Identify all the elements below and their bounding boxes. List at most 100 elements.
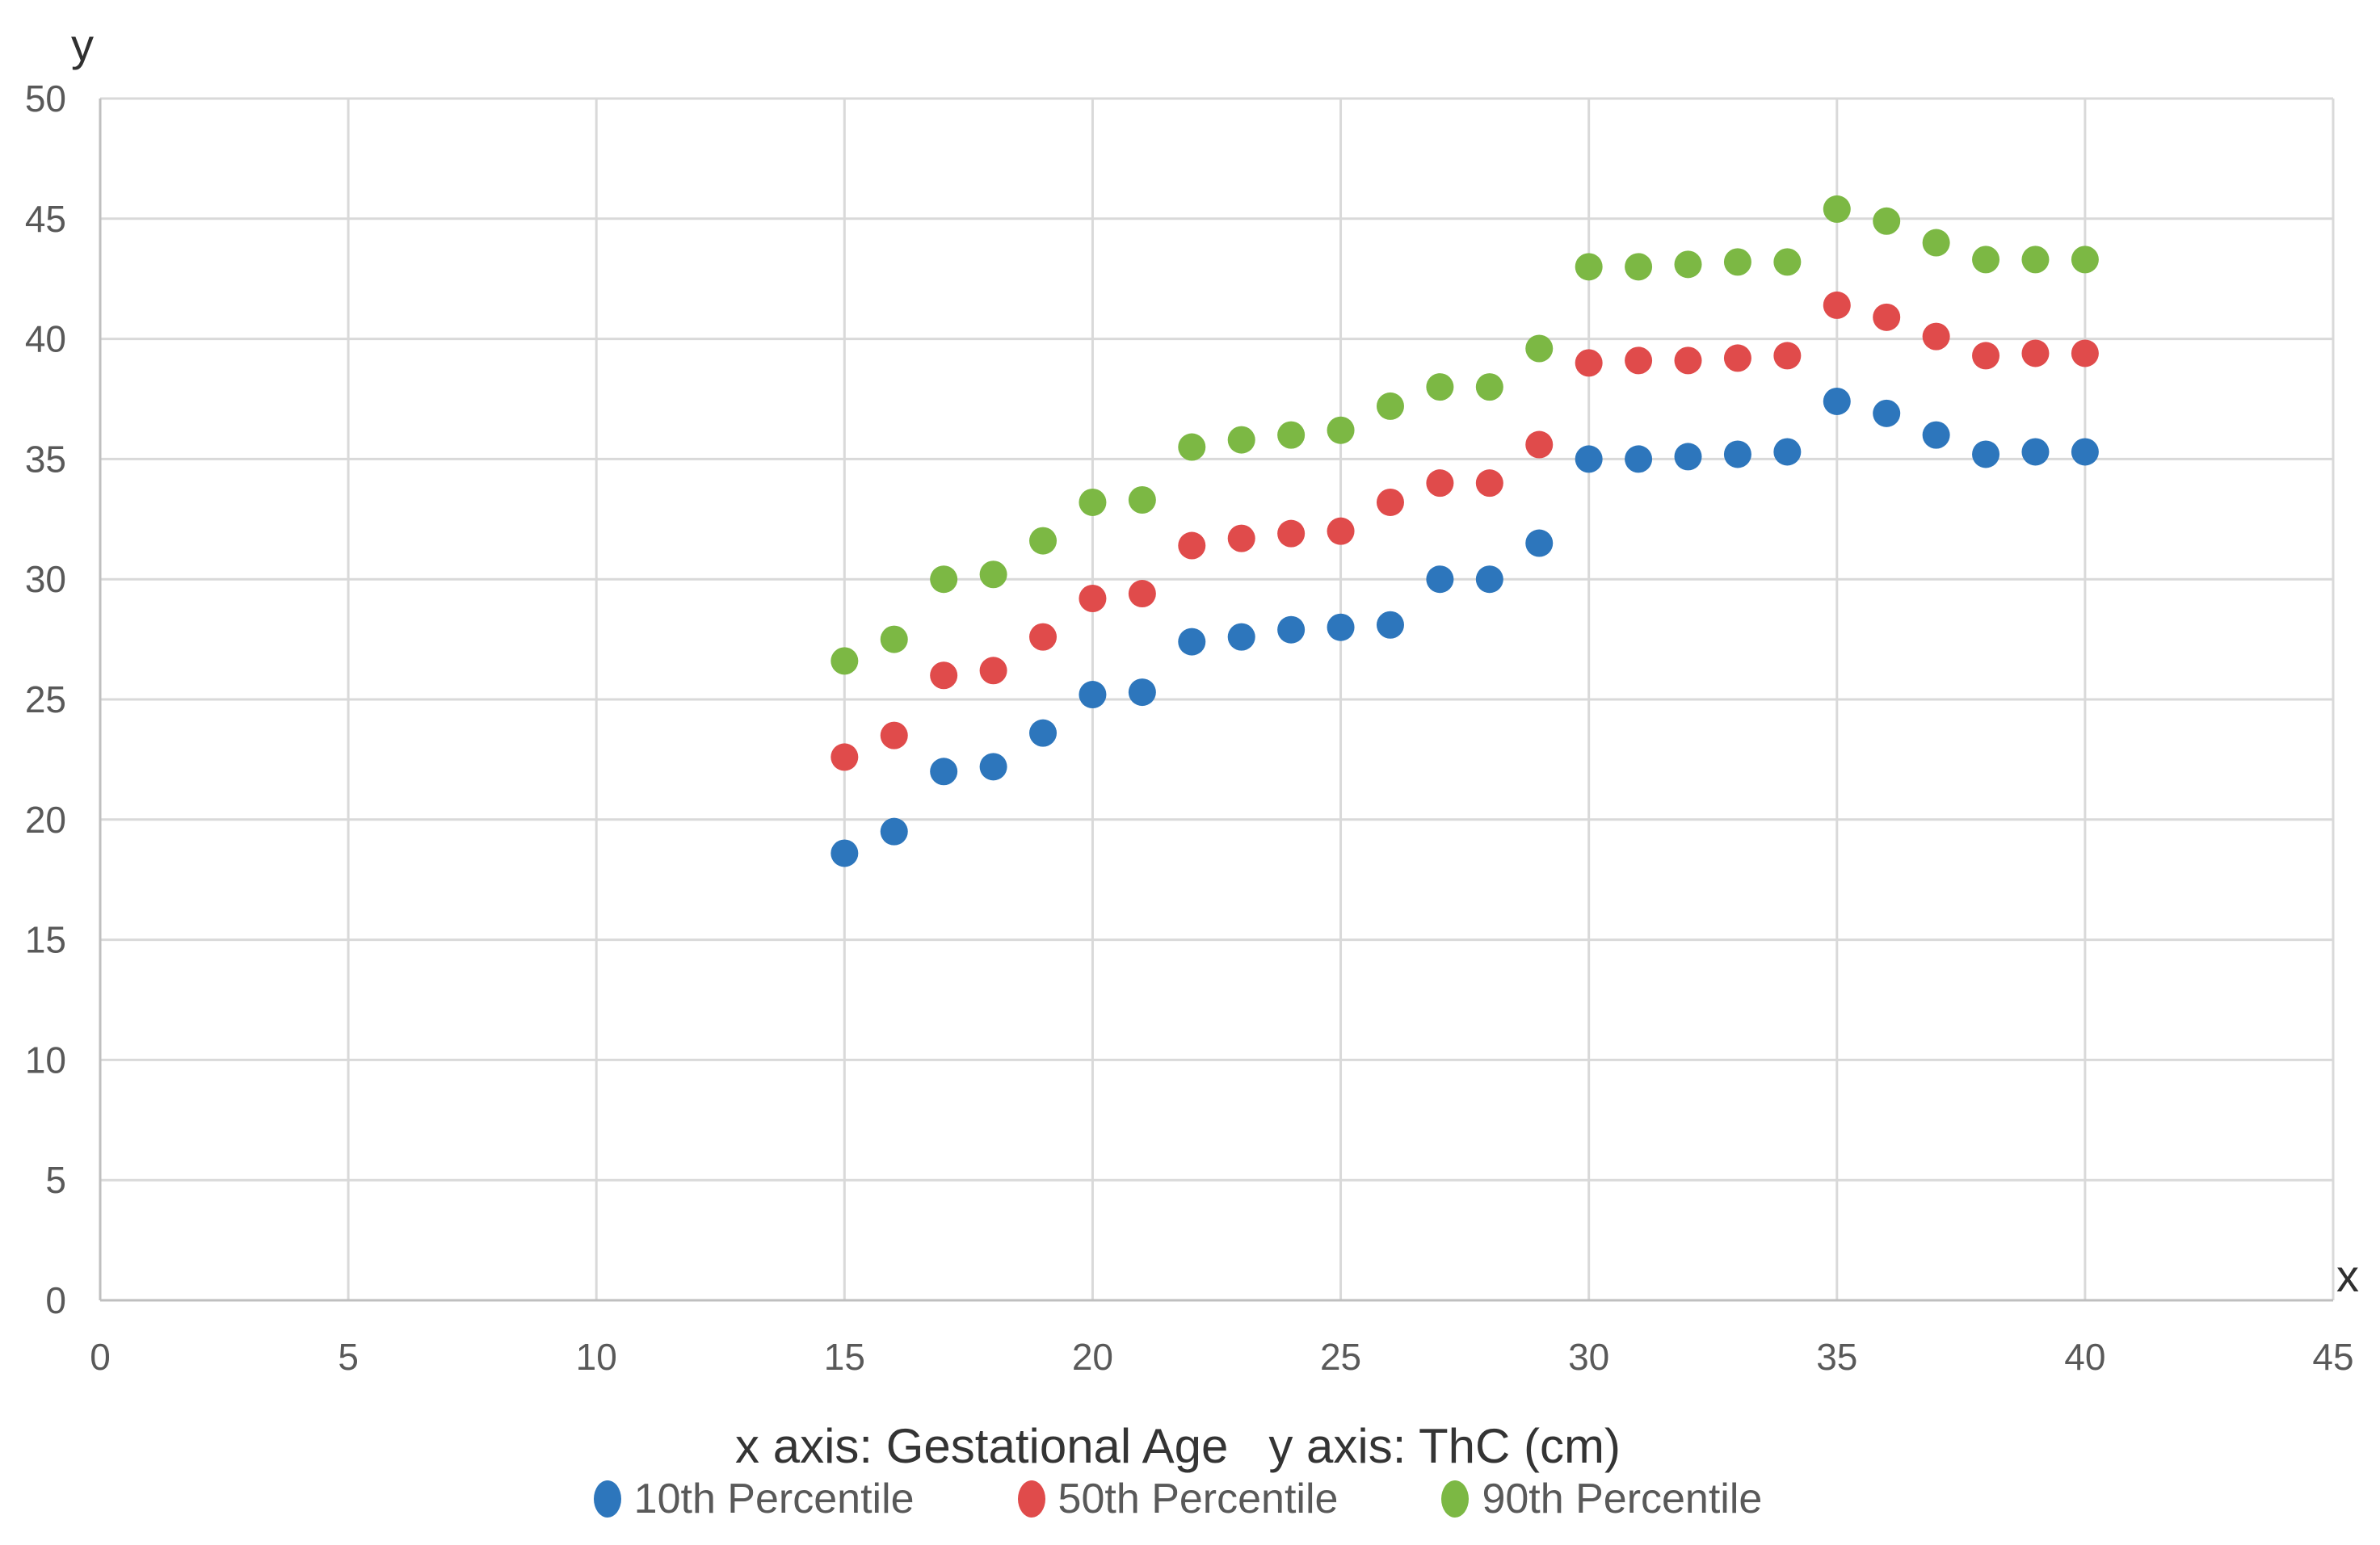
- data-point-10th-percentile: [1922, 421, 1950, 449]
- x-tick-label: 0: [90, 1336, 111, 1378]
- data-point-90th-percentile: [1475, 373, 1503, 401]
- x-axis-letter: x: [2336, 1250, 2359, 1301]
- data-point-10th-percentile: [1873, 399, 1901, 427]
- y-tick-label: 30: [25, 558, 66, 600]
- data-point-10th-percentile: [2071, 438, 2099, 466]
- data-point-10th-percentile: [1029, 719, 1058, 747]
- data-point-90th-percentile: [1128, 485, 1156, 514]
- data-point-50th-percentile: [1227, 524, 1255, 552]
- data-point-50th-percentile: [1327, 517, 1355, 545]
- y-tick-label: 10: [25, 1039, 66, 1081]
- data-point-10th-percentile: [1178, 628, 1206, 656]
- data-point-90th-percentile: [1327, 416, 1355, 444]
- x-tick-label: 25: [1320, 1336, 1361, 1378]
- data-point-90th-percentile: [1227, 426, 1255, 454]
- data-point-90th-percentile: [880, 625, 908, 653]
- data-point-10th-percentile: [1426, 565, 1454, 594]
- data-point-90th-percentile: [1575, 253, 1603, 281]
- data-point-50th-percentile: [1972, 342, 2000, 370]
- data-point-50th-percentile: [1773, 342, 1802, 370]
- legend-label-50th: 50th Percentile: [1058, 1476, 1339, 1522]
- y-axis-letter: y: [71, 19, 94, 70]
- x-tick-label: 20: [1072, 1336, 1113, 1378]
- data-point-10th-percentile: [1128, 678, 1156, 707]
- x-tick-label: 10: [576, 1336, 617, 1378]
- x-tick-label: 45: [2312, 1336, 2353, 1378]
- y-tick-label: 15: [25, 919, 66, 961]
- data-point-90th-percentile: [1773, 248, 1802, 276]
- y-tick-label: 5: [45, 1159, 66, 1201]
- legend-marker-10th-icon: [593, 1480, 621, 1518]
- legend-label-90th: 90th Percentile: [1482, 1476, 1763, 1522]
- data-point-50th-percentile: [880, 721, 908, 749]
- data-point-10th-percentile: [1625, 445, 1653, 473]
- data-point-10th-percentile: [1079, 681, 1107, 709]
- data-point-10th-percentile: [1227, 623, 1255, 651]
- data-point-10th-percentile: [1475, 565, 1503, 594]
- data-point-50th-percentile: [2021, 339, 2050, 367]
- data-point-50th-percentile: [1575, 349, 1603, 377]
- data-point-10th-percentile: [830, 839, 859, 867]
- data-point-10th-percentile: [1525, 529, 1554, 557]
- data-point-10th-percentile: [1723, 440, 1751, 468]
- data-point-90th-percentile: [830, 647, 859, 675]
- x-tick-label: 30: [1568, 1336, 1609, 1378]
- y-tick-label: 50: [25, 78, 66, 120]
- data-point-50th-percentile: [930, 661, 958, 690]
- data-point-50th-percentile: [1029, 623, 1058, 651]
- legend: 10th Percentile 50th Percentile 90th Per…: [0, 1475, 2356, 1523]
- data-point-10th-percentile: [1773, 438, 1802, 466]
- y-tick-label: 0: [45, 1279, 66, 1321]
- data-point-50th-percentile: [1475, 469, 1503, 498]
- data-point-50th-percentile: [1873, 303, 1901, 331]
- data-point-90th-percentile: [1723, 248, 1751, 276]
- x-tick-label: 15: [824, 1336, 865, 1378]
- data-point-90th-percentile: [930, 565, 958, 594]
- legend-marker-90th-icon: [1441, 1480, 1470, 1518]
- y-tick-label: 35: [25, 438, 66, 480]
- data-point-10th-percentile: [1376, 611, 1404, 639]
- data-point-90th-percentile: [2021, 246, 2050, 274]
- data-point-10th-percentile: [1674, 443, 1702, 471]
- data-point-10th-percentile: [1575, 445, 1603, 473]
- data-point-90th-percentile: [2071, 246, 2099, 274]
- x-tick-label: 5: [338, 1336, 359, 1378]
- legend-label-10th: 10th Percentile: [633, 1476, 915, 1522]
- data-point-50th-percentile: [1376, 488, 1404, 516]
- data-point-90th-percentile: [1029, 527, 1058, 555]
- data-point-50th-percentile: [2071, 339, 2099, 367]
- legend-item-90th-percentile: 90th Percentile: [1441, 1475, 1762, 1523]
- y-tick-label: 45: [25, 198, 66, 240]
- data-point-90th-percentile: [1376, 392, 1404, 420]
- data-point-90th-percentile: [1873, 207, 1901, 235]
- legend-item-10th-percentile: 10th Percentile: [593, 1475, 915, 1523]
- data-point-50th-percentile: [979, 657, 1007, 685]
- data-point-90th-percentile: [1972, 246, 2000, 274]
- data-point-10th-percentile: [1972, 440, 2000, 468]
- data-point-50th-percentile: [1277, 519, 1306, 548]
- data-point-10th-percentile: [1823, 387, 1851, 415]
- data-point-50th-percentile: [830, 743, 859, 771]
- data-point-90th-percentile: [1277, 421, 1306, 449]
- x-tick-label: 40: [2064, 1336, 2105, 1378]
- data-point-90th-percentile: [1674, 250, 1702, 279]
- data-point-90th-percentile: [1525, 334, 1554, 363]
- data-point-50th-percentile: [1525, 430, 1554, 459]
- legend-marker-50th-icon: [1017, 1480, 1045, 1518]
- data-point-10th-percentile: [930, 758, 958, 786]
- data-point-50th-percentile: [1178, 531, 1206, 560]
- data-point-90th-percentile: [1178, 433, 1206, 461]
- y-tick-label: 20: [25, 799, 66, 841]
- data-point-50th-percentile: [1426, 469, 1454, 498]
- data-point-10th-percentile: [2021, 438, 2050, 466]
- data-point-50th-percentile: [1723, 344, 1751, 372]
- data-point-50th-percentile: [1823, 291, 1851, 319]
- y-tick-label: 25: [25, 678, 66, 720]
- data-point-90th-percentile: [979, 560, 1007, 589]
- data-point-10th-percentile: [979, 753, 1007, 781]
- data-point-90th-percentile: [1823, 195, 1851, 223]
- data-point-10th-percentile: [880, 817, 908, 846]
- y-tick-label: 40: [25, 318, 66, 360]
